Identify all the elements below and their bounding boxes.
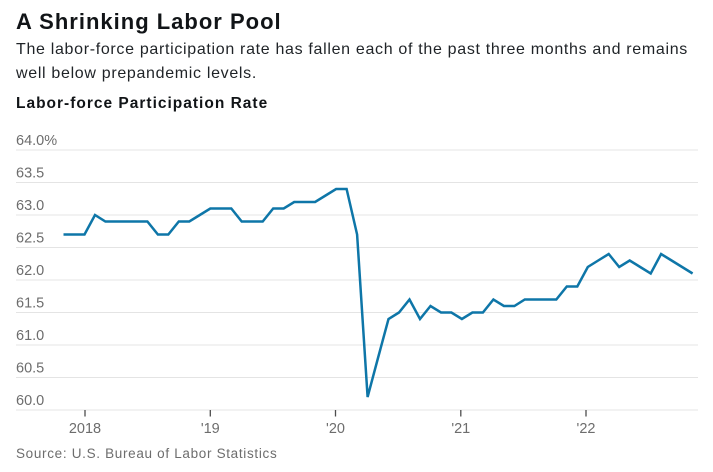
svg-text:61.5: 61.5 bbox=[16, 296, 44, 312]
svg-text:60.5: 60.5 bbox=[16, 361, 44, 377]
svg-text:'21: '21 bbox=[451, 421, 470, 437]
svg-text:2018: 2018 bbox=[69, 421, 101, 437]
svg-text:61.0: 61.0 bbox=[16, 328, 44, 344]
svg-text:'19: '19 bbox=[201, 421, 220, 437]
svg-text:'22: '22 bbox=[577, 421, 596, 437]
svg-text:63.5: 63.5 bbox=[16, 166, 44, 182]
svg-text:63.0: 63.0 bbox=[16, 198, 44, 214]
svg-text:64.0%: 64.0% bbox=[16, 133, 57, 149]
svg-text:'20: '20 bbox=[326, 421, 345, 437]
svg-text:60.0: 60.0 bbox=[16, 393, 44, 409]
svg-text:62.5: 62.5 bbox=[16, 231, 44, 247]
svg-text:62.0: 62.0 bbox=[16, 263, 44, 279]
